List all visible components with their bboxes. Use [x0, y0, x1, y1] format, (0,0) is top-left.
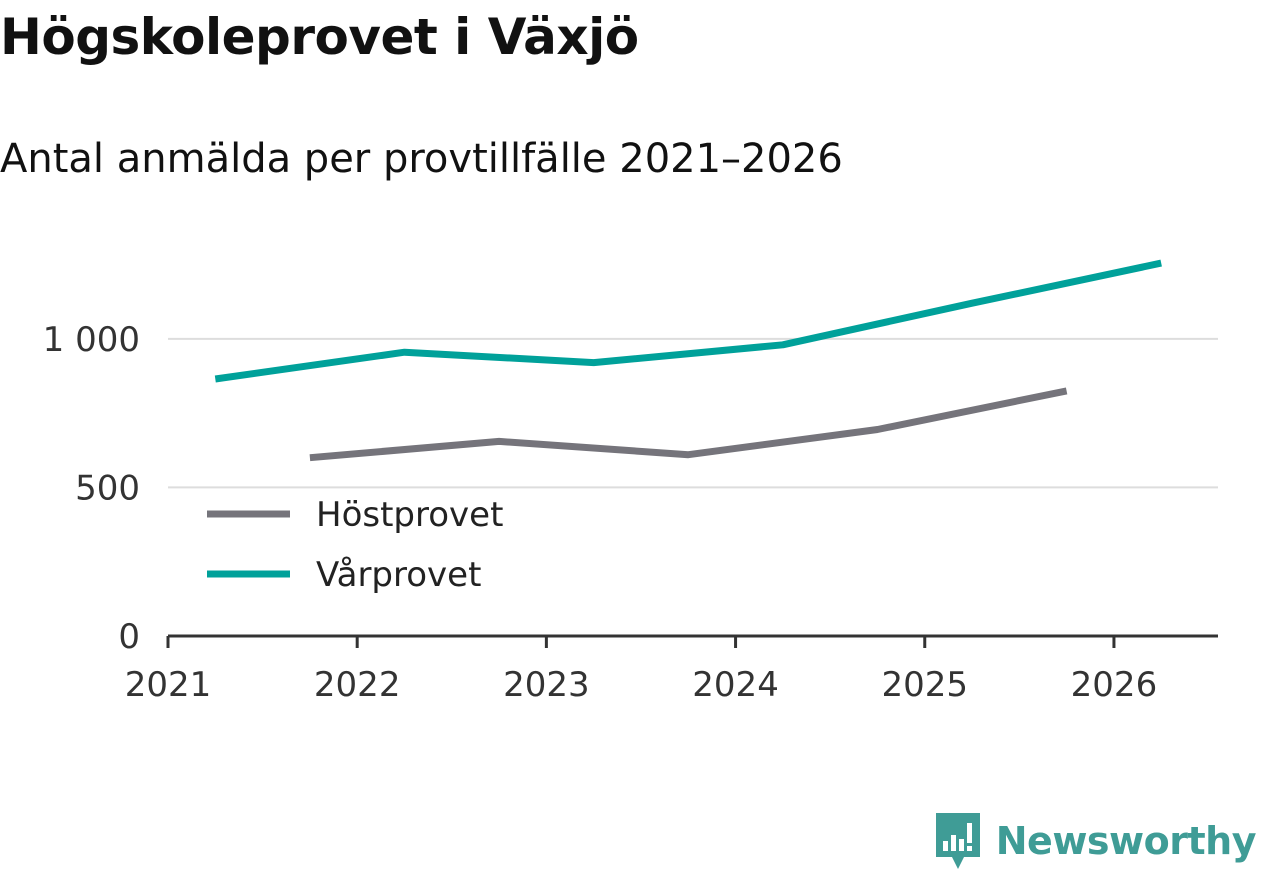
newsworthy-logo-text: Newsworthy: [995, 819, 1257, 863]
x-tick-label: 2021: [125, 665, 212, 705]
legend-background: [190, 490, 530, 602]
y-axis-labels: 0 500 1 000: [43, 320, 140, 657]
grid-lines: [168, 337, 1218, 489]
x-tick-label: 2026: [1071, 665, 1158, 705]
legend: Höstprovet Vårprovet: [190, 490, 530, 602]
chart-subtitle: Antal anmälda per provtillfälle 2021–202…: [0, 136, 843, 182]
newsworthy-logo-icon: [935, 813, 980, 869]
y-tick-label: 0: [118, 617, 140, 657]
newsworthy-logo: Newsworthy: [934, 811, 1257, 871]
x-tick-label: 2023: [503, 665, 590, 705]
series-lines: [214, 259, 1162, 462]
series-line-hostprovet: [309, 387, 1068, 462]
x-tick-label: 2024: [692, 665, 779, 705]
x-tick-label: 2022: [314, 665, 401, 705]
legend-label: Vårprovet: [316, 555, 481, 595]
y-tick-label: 1 000: [43, 320, 140, 360]
legend-label: Höstprovet: [316, 495, 503, 535]
y-tick-label: 500: [75, 468, 140, 508]
chart-title: Högskoleprovet i Växjö: [0, 8, 639, 66]
series-line-varprovet: [214, 259, 1162, 383]
x-axis: 2021 2022 2023 2024 2025 2026: [125, 634, 1218, 705]
x-tick-label: 2025: [881, 665, 968, 705]
